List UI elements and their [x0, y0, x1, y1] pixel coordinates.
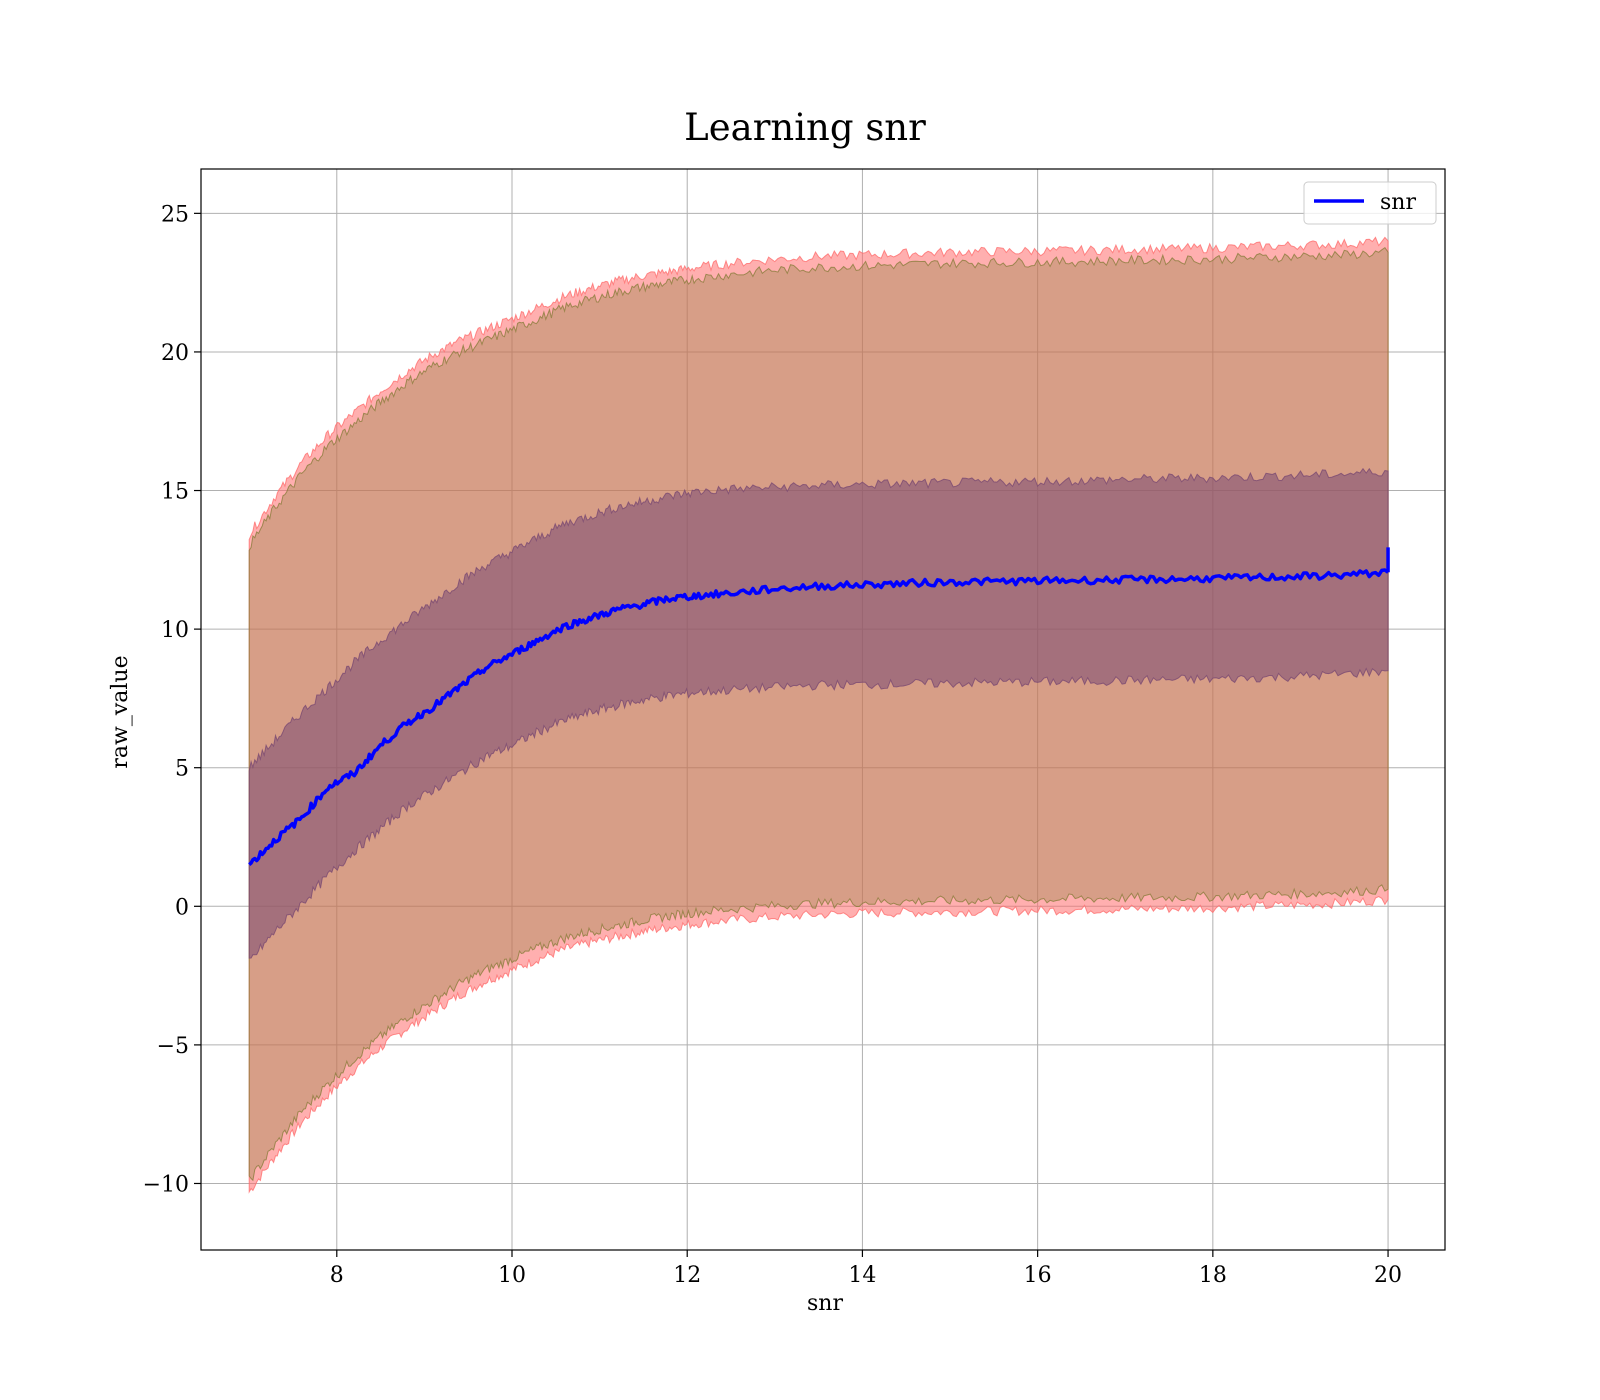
x-tick-label: 8 [330, 1263, 344, 1288]
series-line-snr [248, 568, 1390, 866]
band-0 [248, 236, 1389, 1194]
y-tick-label: 20 [161, 341, 189, 366]
plot-frame [200, 168, 1446, 1251]
x-tick-label: 16 [1024, 1263, 1052, 1288]
band-2 [248, 467, 1389, 959]
x-tick-label: 14 [848, 1263, 876, 1288]
x-tick-label: 12 [673, 1263, 701, 1288]
chart-title: Learning snr [684, 106, 926, 149]
y-axis-label: raw_value [108, 655, 133, 768]
y-tick-label: 25 [161, 202, 189, 227]
x-axis-label: snr [807, 1291, 843, 1316]
y-tick-label: −10 [143, 1172, 189, 1197]
x-axis-ticks: 8 10 12 14 16 18 20 [330, 1250, 1402, 1288]
y-tick-label: 15 [161, 480, 189, 505]
series-lines [248, 547, 1390, 866]
x-tick-label: 10 [498, 1263, 526, 1288]
x-tick-label: 20 [1374, 1263, 1402, 1288]
y-tick-label: −5 [157, 1034, 189, 1059]
x-tick-label: 18 [1199, 1263, 1227, 1288]
y-tick-label: 0 [175, 895, 189, 920]
legend: snr [1303, 181, 1437, 225]
confidence-bands [248, 236, 1389, 1194]
y-tick-label: 5 [175, 757, 189, 782]
legend-label-snr: snr [1380, 190, 1416, 215]
y-tick-label: 10 [161, 618, 189, 643]
y-axis-ticks: −10 −5 0 5 10 15 20 25 [143, 202, 201, 1197]
